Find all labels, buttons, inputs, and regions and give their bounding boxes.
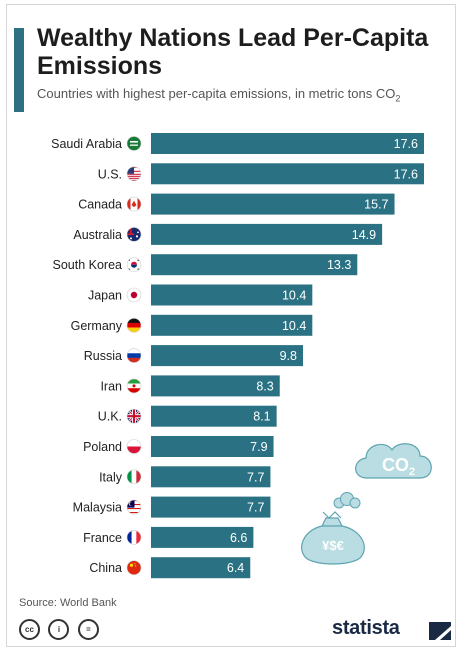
- bar-row-italy: Italy 7.7: [99, 466, 271, 488]
- title-accent-bar: [14, 28, 24, 112]
- category-label: Saudi Arabia: [51, 137, 122, 151]
- france-flag-icon: [126, 530, 142, 545]
- bar: [151, 557, 251, 579]
- data-label: 17.6: [394, 167, 418, 181]
- bar-row-germany: Germany 10.4: [71, 314, 313, 336]
- chart-subtitle: Countries with highest per-capita emissi…: [37, 86, 437, 107]
- category-label: Russia: [84, 349, 122, 363]
- uk-flag-icon: [126, 408, 142, 424]
- bar: [151, 526, 254, 548]
- malaysia-flag-icon: [126, 499, 142, 515]
- data-label: 14.9: [352, 228, 376, 242]
- co2-cloud-money-bag-icon: CO2 ¥$€: [301, 443, 432, 565]
- bar: [151, 496, 271, 518]
- category-label: U.K.: [98, 410, 122, 424]
- australia-flag-icon: [126, 227, 142, 242]
- data-label: 8.3: [256, 379, 273, 393]
- subtitle-subscript: 2: [395, 93, 401, 104]
- data-label: 10.4: [282, 289, 306, 303]
- category-label: Italy: [99, 470, 123, 484]
- chart-title: Wealthy Nations Lead Per-Capita Emission…: [37, 24, 429, 80]
- south-korea-flag-icon: [126, 257, 142, 273]
- creative-commons-icon: cc: [19, 619, 40, 640]
- attribution-icon: i: [48, 619, 70, 640]
- bar-row-south-korea: South Korea 13.3: [53, 254, 358, 276]
- bar: [151, 223, 383, 245]
- poland-flag-icon: [126, 439, 142, 454]
- bar: [151, 314, 313, 336]
- category-label: Germany: [71, 319, 123, 333]
- bar-row-australia: Australia 14.9: [73, 223, 383, 245]
- iran-flag-icon: [126, 378, 142, 394]
- bar: [151, 284, 313, 306]
- category-label: China: [89, 561, 122, 575]
- data-label: 15.7: [364, 198, 388, 212]
- japan-flag-icon: [126, 287, 142, 303]
- category-label: Iran: [100, 379, 122, 393]
- data-label: 10.4: [282, 319, 306, 333]
- data-label: 7.7: [247, 501, 264, 515]
- co2-cloud-label: CO2: [382, 455, 415, 478]
- bar-row-saudi-arabia: Saudi Arabia 17.6: [51, 133, 424, 154]
- bar-row-canada: Canada 15.7: [78, 193, 395, 215]
- bar: [151, 254, 358, 276]
- bar-row-japan: Japan 10.4: [88, 284, 313, 306]
- bar: [151, 163, 424, 185]
- bar: [151, 466, 271, 488]
- co2-cloud-icon: CO2: [355, 443, 432, 479]
- bar-row-iran: Iran 8.3: [100, 375, 280, 397]
- category-label: Canada: [78, 198, 122, 212]
- data-label: 7.7: [247, 470, 264, 484]
- us-flag-icon: [126, 166, 142, 182]
- category-label: Poland: [83, 440, 122, 454]
- bar-row-france: France 6.6: [83, 526, 254, 548]
- source-note: Source: World Bank: [19, 597, 117, 609]
- data-label: 17.6: [394, 137, 418, 151]
- bar: [151, 375, 280, 397]
- bar-row-u-s: U.S. 17.6: [98, 163, 424, 185]
- money-bag-icon: ¥$€: [301, 511, 365, 565]
- bar: [151, 345, 304, 367]
- data-label: 8.1: [253, 410, 270, 424]
- data-label: 9.8: [280, 349, 297, 363]
- bar-row-russia: Russia 9.8: [84, 345, 304, 367]
- bar-row-u-k: U.K. 8.1: [98, 405, 277, 427]
- bar-row-china: China 6.4: [89, 557, 251, 579]
- category-label: Malaysia: [73, 501, 122, 515]
- bar: [151, 193, 395, 215]
- bar: [151, 405, 277, 427]
- category-label: U.S.: [98, 167, 122, 181]
- category-label: Japan: [88, 289, 122, 303]
- germany-flag-icon: [126, 317, 142, 333]
- bar-row-poland: Poland 7.9: [83, 436, 274, 457]
- smoke-puff-icon: [333, 492, 361, 509]
- italy-flag-icon: [126, 469, 142, 485]
- license-icons: cc i =: [19, 619, 103, 640]
- category-label: France: [83, 531, 122, 545]
- data-label: 7.9: [250, 440, 267, 454]
- bar-row-malaysia: Malaysia 7.7: [73, 496, 271, 518]
- category-label: Australia: [73, 228, 122, 242]
- data-label: 13.3: [327, 258, 351, 272]
- bar: [151, 436, 274, 457]
- category-label: South Korea: [53, 258, 123, 272]
- canada-flag-icon: [126, 196, 142, 212]
- bar: [151, 133, 424, 154]
- no-derivatives-icon: =: [77, 619, 99, 640]
- money-bag-label: ¥$€: [322, 538, 344, 553]
- subtitle-text: Countries with highest per-capita emissi…: [37, 86, 396, 101]
- data-label: 6.6: [230, 531, 247, 545]
- statista-logo-icon: [429, 622, 451, 640]
- data-label: 6.4: [227, 561, 244, 575]
- china-flag-icon: [126, 560, 142, 576]
- statista-logo-text: statista: [332, 617, 400, 639]
- saudi-arabia-flag-icon: [126, 136, 142, 151]
- russia-flag-icon: [126, 348, 142, 363]
